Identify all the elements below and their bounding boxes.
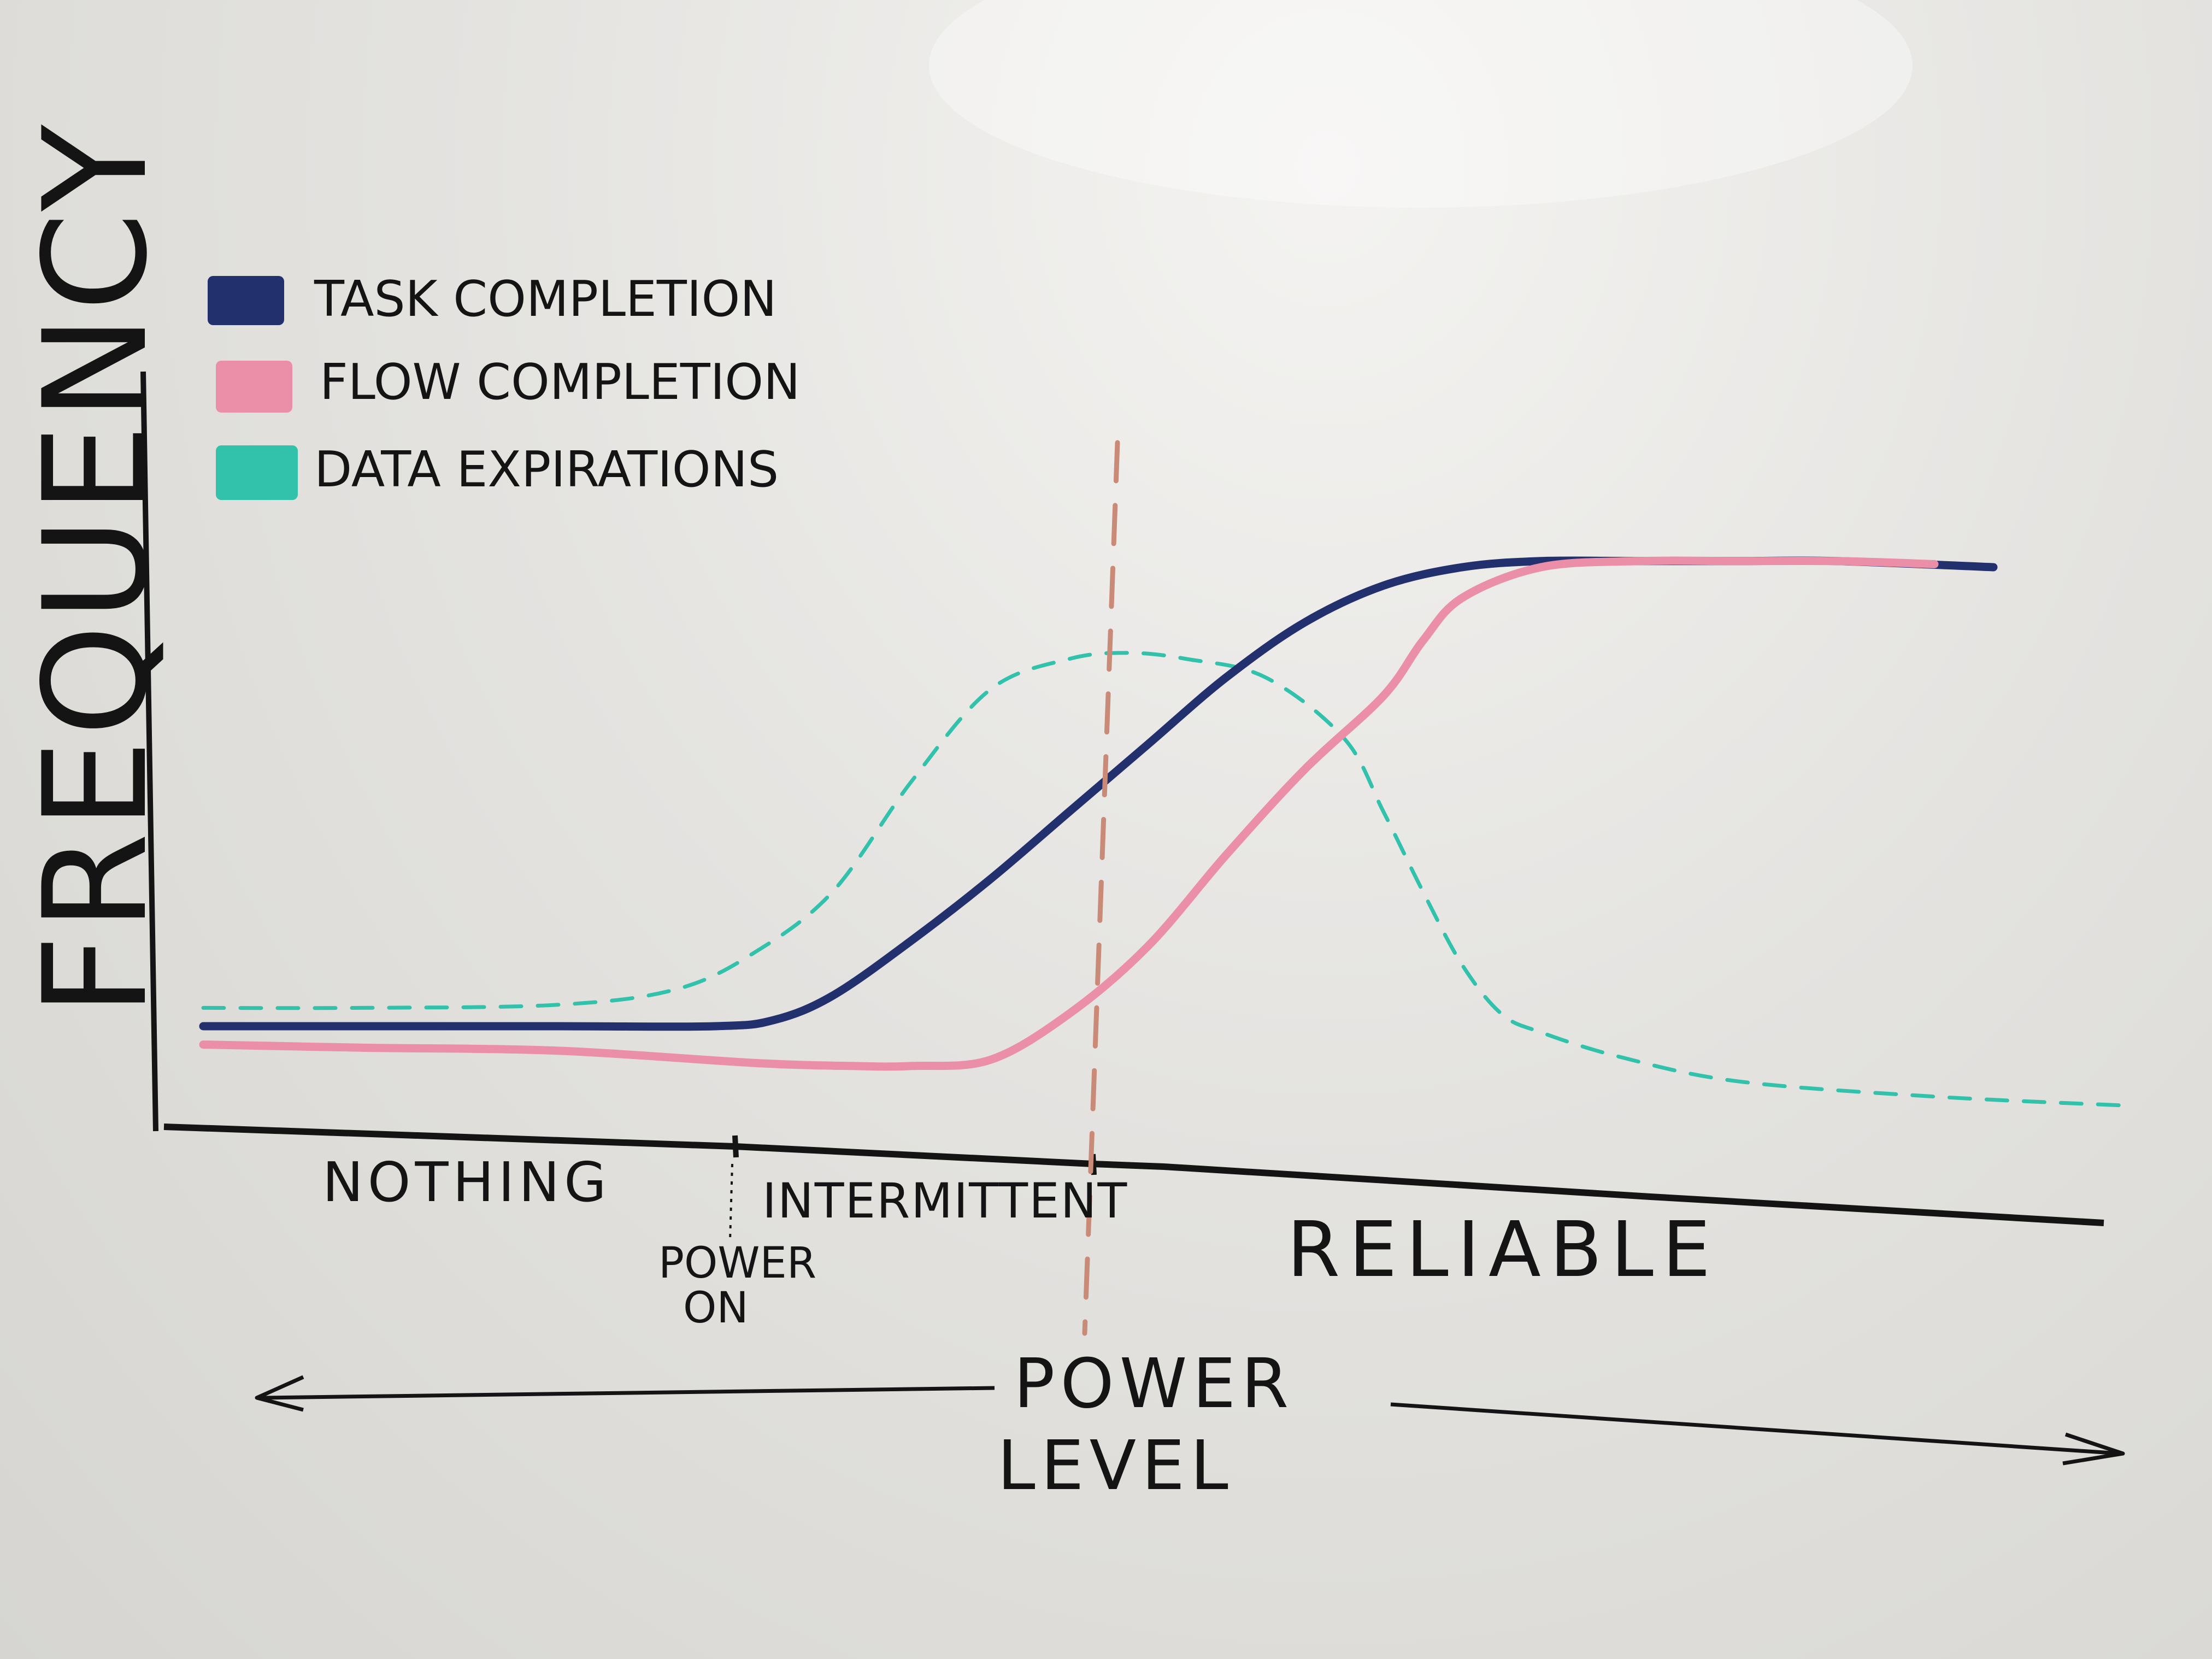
series-line-data-expirations	[201, 651, 2133, 1108]
legend-swatch-task-completion	[208, 276, 284, 325]
x-arrow-right-head	[2062, 1432, 2125, 1466]
x-axis-label-line2: LEVEL	[997, 1426, 1234, 1505]
legend-swatch-data-expirations	[216, 445, 298, 500]
threshold-dashed-line	[1082, 440, 1120, 1336]
marker-label-power-on-line2: ON	[683, 1284, 749, 1333]
legend-swatch-flow-completion	[216, 361, 292, 413]
series-layer	[199, 556, 2133, 1108]
legend-label-flow-completion: FLOW COMPLETION	[320, 354, 800, 411]
x-axis	[163, 1123, 2104, 1226]
y-axis	[140, 371, 158, 1132]
x-axis-label-line1: POWER	[1014, 1344, 1294, 1423]
region-label-intermittent: INTERMITTENT	[762, 1173, 1128, 1229]
region-label-nothing: NOTHING	[322, 1150, 611, 1214]
x-arrow-left-shaft	[262, 1386, 995, 1400]
legend-label-task-completion: TASK COMPLETION	[314, 270, 777, 328]
y-axis-label: FREQUENCY	[14, 121, 179, 1016]
legend-label-data-expirations: DATA EXPIRATIONS	[314, 441, 779, 498]
x-arrow-left-head	[255, 1375, 304, 1412]
power-on-dotted-guide	[729, 1163, 733, 1241]
power-on-tick	[732, 1135, 739, 1158]
series-line-flow-completion	[199, 556, 1939, 1071]
x-arrow-right-shaft	[1390, 1402, 2121, 1456]
region-label-reliable: RELIABLE	[1287, 1205, 1719, 1295]
board-glare	[929, 0, 1913, 208]
marker-label-power-on-line1: POWER	[658, 1239, 816, 1288]
legend: TASK COMPLETION FLOW COMPLETION DATA EXP…	[208, 270, 800, 500]
